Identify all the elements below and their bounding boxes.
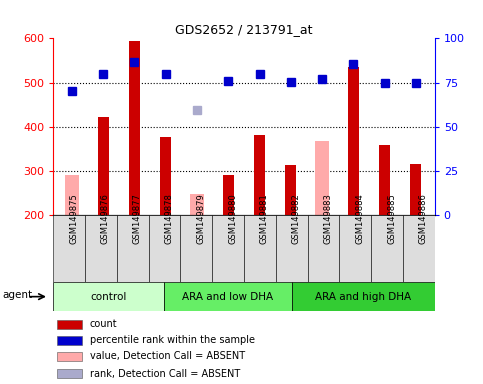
Bar [98, 117, 109, 215]
Bar [65, 175, 79, 215]
Text: GSM149880: GSM149880 [228, 193, 237, 244]
Text: GSM149884: GSM149884 [355, 193, 364, 244]
Bar [223, 175, 234, 215]
Bar [292, 282, 435, 311]
Text: GSM149881: GSM149881 [260, 193, 269, 244]
Bar [254, 135, 265, 215]
Bar [117, 215, 149, 282]
Bar [164, 282, 292, 311]
Text: GSM149876: GSM149876 [101, 193, 110, 244]
Text: GSM149885: GSM149885 [387, 193, 396, 244]
Text: GSM149878: GSM149878 [164, 193, 173, 244]
Bar [276, 215, 308, 282]
Bar [339, 215, 371, 282]
Bar [244, 215, 276, 282]
Title: GDS2652 / 213791_at: GDS2652 / 213791_at [175, 23, 313, 36]
Text: control: control [91, 291, 127, 302]
Text: agent: agent [3, 290, 33, 300]
Bar [379, 145, 390, 215]
Bar [85, 215, 117, 282]
Text: GSM149882: GSM149882 [292, 193, 300, 244]
Text: GSM149877: GSM149877 [133, 193, 142, 244]
Bar [149, 215, 180, 282]
Bar [53, 282, 164, 311]
Text: ARA and high DHA: ARA and high DHA [315, 291, 411, 302]
Bar [285, 165, 296, 215]
Bar [53, 215, 85, 282]
Bar [180, 215, 212, 282]
Text: GSM149879: GSM149879 [196, 193, 205, 244]
Bar [308, 215, 339, 282]
Bar [403, 215, 435, 282]
Bar [57, 352, 82, 361]
Text: ARA and low DHA: ARA and low DHA [183, 291, 273, 302]
Bar [348, 67, 359, 215]
Text: GSM149886: GSM149886 [419, 193, 428, 244]
Bar [315, 141, 329, 215]
Bar [411, 164, 421, 215]
Text: rank, Detection Call = ABSENT: rank, Detection Call = ABSENT [90, 369, 240, 379]
Bar [57, 336, 82, 344]
Bar [212, 215, 244, 282]
Bar [129, 41, 140, 215]
Bar [371, 215, 403, 282]
Bar [57, 369, 82, 378]
Text: percentile rank within the sample: percentile rank within the sample [90, 335, 255, 345]
Text: value, Detection Call = ABSENT: value, Detection Call = ABSENT [90, 351, 245, 361]
Bar [190, 194, 204, 215]
Bar [57, 320, 82, 329]
Text: GSM149875: GSM149875 [69, 193, 78, 244]
Text: count: count [90, 319, 117, 329]
Bar [160, 137, 171, 215]
Text: GSM149883: GSM149883 [324, 193, 332, 244]
